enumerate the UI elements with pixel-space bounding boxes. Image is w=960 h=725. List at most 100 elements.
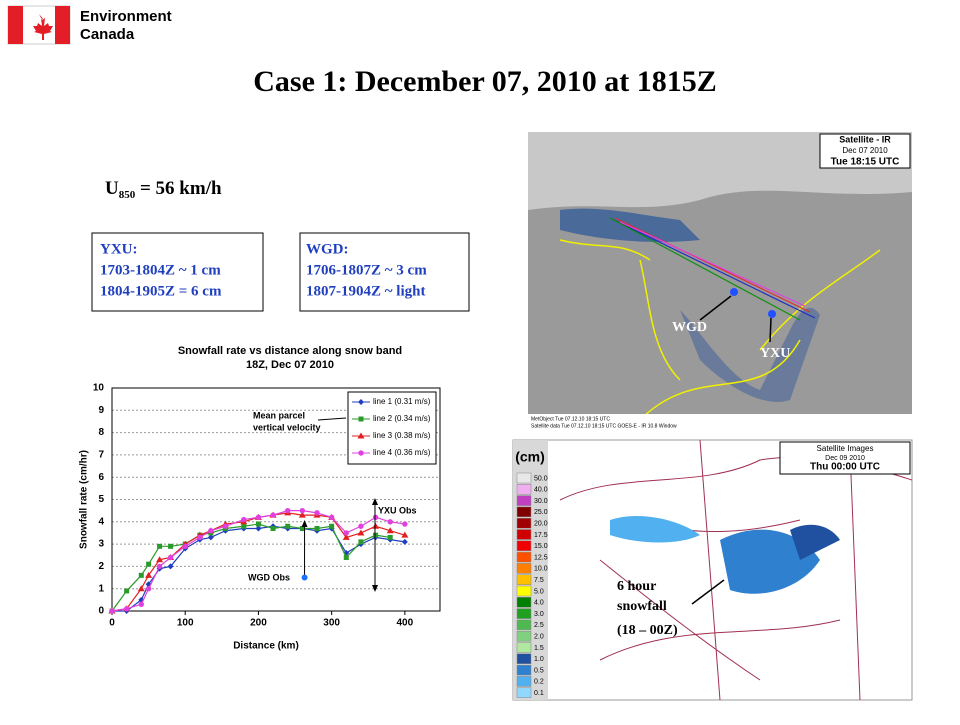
image-heading: Satellite - IR xyxy=(839,134,891,144)
site-label: YXU xyxy=(760,346,790,361)
legend-label: 1.0 xyxy=(534,656,544,663)
org-name: Environment xyxy=(80,8,172,25)
radar-note: 6 hour xyxy=(617,579,656,594)
data-point xyxy=(358,523,364,529)
data-point xyxy=(137,585,145,592)
satellite-image xyxy=(528,132,912,430)
legend-swatch xyxy=(516,563,532,574)
legend-swatch xyxy=(516,687,532,698)
legend-swatch xyxy=(516,529,532,540)
y-tick-label: 4 xyxy=(98,516,104,527)
radar-unit: (cm) xyxy=(515,449,545,465)
y-tick-label: 10 xyxy=(93,383,105,394)
y-tick-label: 9 xyxy=(98,405,104,416)
legend-label: 1.5 xyxy=(534,645,544,652)
logo xyxy=(7,5,71,45)
data-point xyxy=(386,527,394,534)
series-line xyxy=(111,510,405,612)
data-point xyxy=(145,571,153,578)
legend-swatch xyxy=(516,472,532,484)
data-point xyxy=(285,507,291,514)
data-point xyxy=(270,525,276,531)
annotation: YXU Obs xyxy=(378,505,417,515)
obs-line: YXU: xyxy=(100,241,138,257)
legend-swatch xyxy=(516,642,532,653)
data-point xyxy=(343,554,349,560)
legend-label: 7.5 xyxy=(534,577,544,584)
legend-label: 12.5 xyxy=(534,554,548,561)
data-point xyxy=(299,507,306,514)
image-date: Dec 09 2010 xyxy=(825,455,865,462)
chart-background xyxy=(75,340,445,652)
legend-marker xyxy=(357,432,365,439)
x-tick-label: 300 xyxy=(323,618,340,629)
image-footer: Satellite data Tue 07.12.10 18:15 UTC GO… xyxy=(531,423,677,429)
legend-label: line 3 (0.38 m/s) xyxy=(373,431,431,440)
obs-line: 1804-1905Z = 6 cm xyxy=(100,283,222,299)
legend-label: 3.0 xyxy=(534,611,544,618)
radar-image xyxy=(512,439,913,701)
y-axis-label: Snowfall rate (cm/hr) xyxy=(79,450,90,549)
legend-label: 17.5 xyxy=(534,532,548,539)
y-tick-label: 3 xyxy=(98,539,104,550)
data-point xyxy=(387,519,393,525)
data-point xyxy=(146,561,152,567)
data-point xyxy=(329,523,335,529)
legend-swatch xyxy=(516,619,532,631)
data-point xyxy=(138,572,144,578)
legend-swatch xyxy=(516,608,532,619)
legend-label: 0.5 xyxy=(534,667,544,674)
data-point xyxy=(157,543,163,549)
data-point xyxy=(207,534,214,541)
legend-label: 4.0 xyxy=(534,600,544,607)
series-line xyxy=(111,512,406,612)
data-point xyxy=(372,522,380,529)
data-point xyxy=(401,531,409,538)
legend-swatch xyxy=(516,495,532,506)
data-point xyxy=(156,556,164,563)
obs-line: 1706-1807Z ~ 3 cm xyxy=(306,262,427,278)
data-point xyxy=(299,525,305,531)
legend-swatch xyxy=(516,653,532,665)
arrow-head xyxy=(301,520,308,527)
legend-label: 5.0 xyxy=(534,588,544,595)
data-point xyxy=(255,525,262,532)
data-point xyxy=(182,543,188,550)
x-axis-label: Distance (km) xyxy=(233,641,299,652)
y-tick-label: 5 xyxy=(98,494,104,505)
image-footer: MetObject Tue 07.12.10 18:15 UTC xyxy=(531,416,610,422)
wind-symbol: U xyxy=(105,178,119,199)
data-point xyxy=(168,543,174,549)
y-tick-label: 1 xyxy=(98,583,104,594)
data-point xyxy=(402,521,408,527)
legend-swatch xyxy=(516,585,532,597)
legend-label: line 2 (0.34 m/s) xyxy=(373,414,431,423)
legend-marker xyxy=(358,399,364,405)
image-time: Tue 18:15 UTC xyxy=(831,157,900,168)
image-heading: Satellite Images xyxy=(817,444,874,453)
y-tick-label: 6 xyxy=(98,472,104,483)
org-name: Canada xyxy=(80,26,135,43)
data-point xyxy=(145,586,152,592)
radar-note: (18 – 00Z) xyxy=(617,623,678,638)
data-point xyxy=(314,525,320,531)
obs-box xyxy=(299,232,470,312)
data-point xyxy=(138,601,144,608)
radar-note: snowfall xyxy=(617,599,667,614)
legend-swatch xyxy=(516,540,532,552)
data-point xyxy=(342,533,350,540)
y-tick-label: 8 xyxy=(98,427,104,438)
wind-subscript: 850 xyxy=(119,189,136,201)
legend-label: 50.0 xyxy=(534,475,548,482)
data-point xyxy=(255,521,261,527)
obs-line: WGD: xyxy=(306,241,349,257)
legend-swatch xyxy=(516,676,532,687)
data-point xyxy=(401,538,408,545)
data-point xyxy=(387,534,393,540)
legend-swatch xyxy=(516,630,532,642)
data-point xyxy=(357,529,365,536)
annotation: WGD Obs xyxy=(248,572,290,582)
wind-value: = 56 km/h xyxy=(135,178,222,199)
data-point xyxy=(124,588,130,594)
